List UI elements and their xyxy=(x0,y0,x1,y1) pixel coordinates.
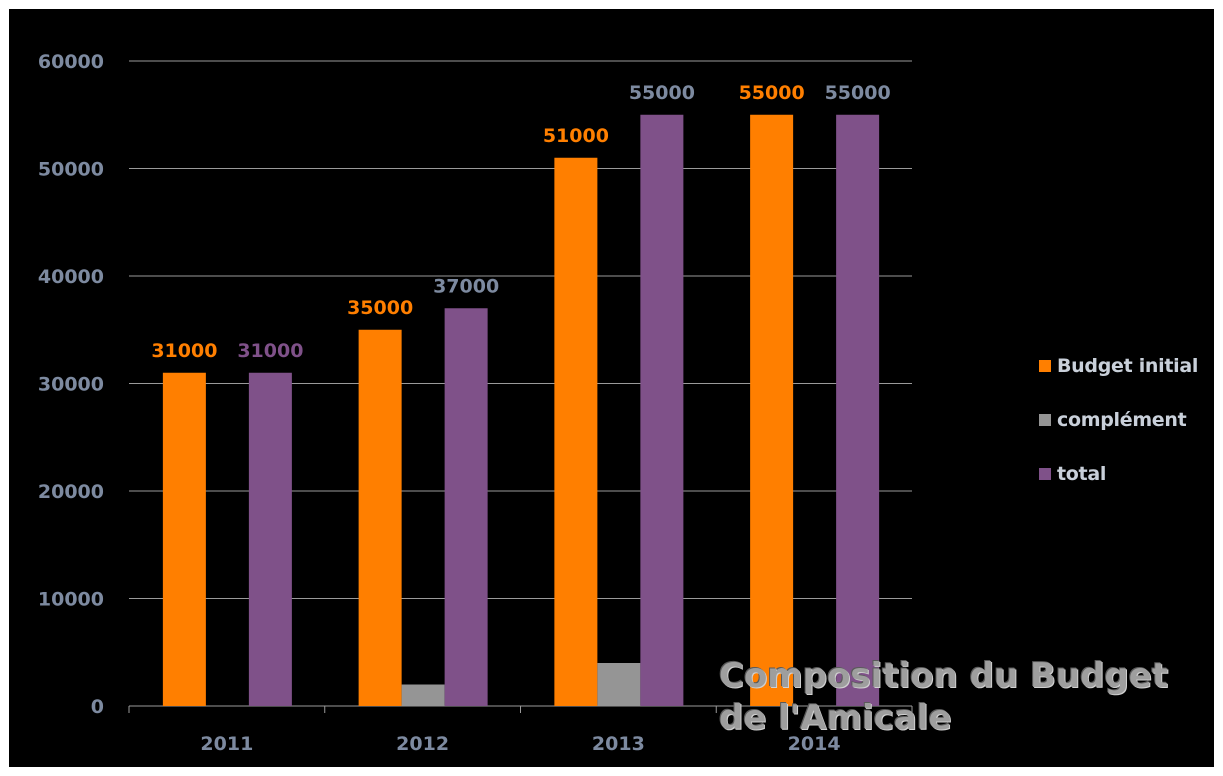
data-label: 31000 xyxy=(237,340,303,362)
y-tick-label: 10000 xyxy=(38,589,104,611)
bar-compl-ment-2013 xyxy=(597,663,641,706)
y-tick-label: 20000 xyxy=(38,481,104,503)
legend-label: total xyxy=(1057,463,1107,485)
y-tick-label: 0 xyxy=(91,696,104,718)
bar-total-2014 xyxy=(836,114,880,706)
chart-frame: 0 10000 20000 30000 40000 50000 60000 31000 3100… xyxy=(9,9,1214,767)
bar-budget-initial-2014 xyxy=(750,114,794,706)
data-label: 55000 xyxy=(629,82,695,104)
x-tick-label: 2014 xyxy=(788,733,841,755)
legend-item-budget-initial: Budget initial xyxy=(1039,339,1198,393)
bar-budget-initial-2013 xyxy=(554,157,598,706)
chart-title-line-1: Composition du Budget xyxy=(719,656,1169,696)
legend: Budget initial complément total xyxy=(1039,339,1198,501)
bar-compl-ment-2012 xyxy=(401,684,445,706)
chart-title: Composition du Budget de l'Amicale xyxy=(719,655,1168,739)
data-label: 35000 xyxy=(347,297,413,319)
bar-budget-initial-2012 xyxy=(358,329,402,706)
y-tick-label: 50000 xyxy=(38,159,104,181)
legend-label: Budget initial xyxy=(1057,355,1199,377)
x-tick-label: 2013 xyxy=(592,733,645,755)
legend-item-complement: complément xyxy=(1039,393,1198,447)
bar-total-2012 xyxy=(444,308,488,706)
data-label: 37000 xyxy=(433,275,499,297)
x-tick-label: 2012 xyxy=(396,733,449,755)
data-label: 31000 xyxy=(151,340,217,362)
bar-total-2011 xyxy=(248,372,292,706)
y-tick-label: 40000 xyxy=(38,266,104,288)
legend-swatch-total xyxy=(1039,468,1051,480)
legend-swatch-budget-initial xyxy=(1039,360,1051,372)
bar-total-2013 xyxy=(640,114,684,706)
data-label: 55000 xyxy=(739,82,805,104)
bar-budget-initial-2011 xyxy=(162,372,206,706)
x-tick-label: 2011 xyxy=(200,733,253,755)
data-label: 55000 xyxy=(825,82,891,104)
chart-title-line-2: de l'Amicale xyxy=(719,698,952,738)
legend-swatch-complement xyxy=(1039,414,1051,426)
y-tick-label: 30000 xyxy=(38,374,104,396)
y-tick-label: 60000 xyxy=(38,51,104,73)
bar-chart: 0 10000 20000 30000 40000 50000 60000 31000 3100… xyxy=(38,51,913,755)
data-label: 51000 xyxy=(543,125,609,147)
legend-label: complément xyxy=(1057,409,1187,431)
legend-item-total: total xyxy=(1039,447,1198,501)
